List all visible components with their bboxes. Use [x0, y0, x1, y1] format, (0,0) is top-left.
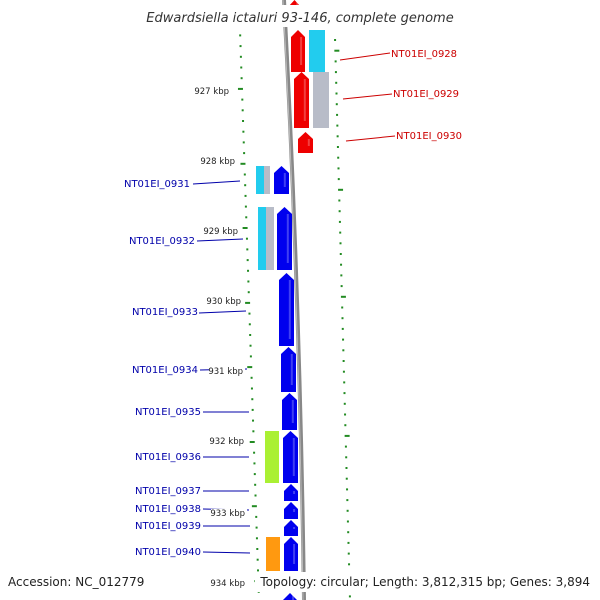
gene-arrow-nt01ei-0929 [294, 72, 309, 128]
gene-label-nt01ei-0940[interactable]: NT01EI_0940 [135, 547, 201, 558]
gene-label-nt01ei-0929[interactable]: NT01EI_0929 [393, 89, 459, 100]
gene-label-nt01ei-0932[interactable]: NT01EI_0932 [129, 236, 195, 247]
gene-label-nt01ei-0936[interactable]: NT01EI_0936 [135, 452, 201, 463]
gene-arrow-nt01ei-0941 [283, 593, 297, 600]
cog-block [264, 166, 270, 194]
gene-arrow-nt01ei-0937 [284, 484, 298, 501]
kbp-label-931: 931 kbp [208, 367, 243, 377]
genome-summary-text: Topology: circular; Length: 3,812,315 bp… [259, 575, 590, 589]
gene-arrow-nt01ei-0931 [274, 166, 289, 194]
kbp-label-929: 929 kbp [203, 227, 238, 237]
cog-block [258, 207, 267, 270]
gene-arrow-nt01ei-0934 [281, 347, 296, 392]
tick-marks-left [237, 13, 260, 593]
gene-label-leader [202, 551, 251, 554]
gene-label-nt01ei-0937[interactable]: NT01EI_0937 [135, 486, 201, 497]
gene-label-nt01ei-0938[interactable]: NT01EI_0938 [135, 504, 201, 515]
gene-arrows [274, 0, 313, 600]
gene-label-nt01ei-0934[interactable]: NT01EI_0934 [132, 365, 198, 376]
map-title: Edwardsiella ictaluri 93-146, complete g… [146, 11, 453, 26]
gene-arrow-nt01ei-0932 [277, 207, 292, 270]
gene-label-nt01ei-0930[interactable]: NT01EI_0930 [396, 131, 462, 142]
gene-label-leader [196, 238, 244, 242]
gene-label-nt01ei-0935[interactable]: NT01EI_0935 [135, 407, 201, 418]
gene-arrow-nt01ei-0940 [284, 537, 298, 571]
gene-label-nt01ei-0939[interactable]: NT01EI_0939 [135, 521, 201, 532]
gene-label-nt01ei-0933[interactable]: NT01EI_0933 [132, 307, 198, 318]
cog-annotation-blocks [256, 30, 329, 571]
gene-label-leader [342, 93, 393, 100]
kbp-label-927: 927 kbp [194, 87, 229, 97]
kbp-label-932: 932 kbp [209, 437, 244, 447]
kbp-label-934: 934 kbp [210, 579, 245, 589]
cog-block [265, 431, 279, 483]
cog-block [266, 537, 280, 571]
cog-block [256, 166, 266, 194]
tick-marks-right [334, 39, 354, 598]
kbp-label-933: 933 kbp [210, 509, 245, 519]
genome-backbone-highlight [282, 0, 304, 600]
gene-label-leader [198, 310, 247, 314]
cog-block [309, 30, 325, 72]
gene-arrow-nt01ei-0936 [283, 431, 298, 483]
gene-label-leader [339, 52, 391, 61]
gene-label-leader [192, 180, 241, 185]
gene-label-leader [345, 135, 396, 142]
kbp-label-928: 928 kbp [200, 157, 235, 167]
gene-label-nt01ei-0928[interactable]: NT01EI_0928 [391, 49, 457, 60]
gene-label-nt01ei-0931[interactable]: NT01EI_0931 [124, 179, 190, 190]
cog-block [266, 207, 274, 270]
gene-arrow-nt01ei-0930 [298, 132, 313, 153]
kbp-label-930: 930 kbp [206, 297, 241, 307]
gene-arrow-nt01ei-0935 [282, 393, 297, 430]
gene-arrow-nt01ei-0939 [284, 520, 298, 536]
gene-arrow-nt01ei-0933 [279, 273, 294, 346]
gene-arrow-nt01ei-0928 [291, 30, 305, 72]
gene-arrow-nt01ei-0938 [284, 502, 298, 519]
genome-backbone [282, 0, 306, 600]
accession-text: Accession: NC_012779 [8, 575, 144, 589]
cog-block [313, 72, 329, 128]
